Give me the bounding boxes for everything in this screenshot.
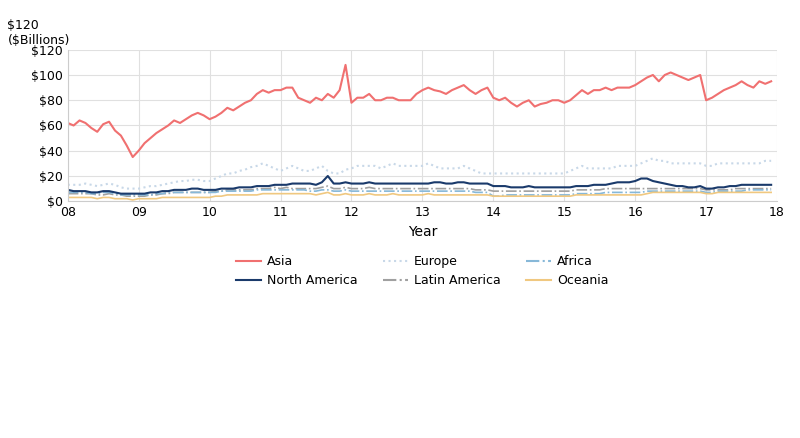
Legend: Asia, North America, Europe, Latin America, Africa, Oceania: Asia, North America, Europe, Latin Ameri… [231, 250, 614, 292]
Text: $120
($Billions): $120 ($Billions) [7, 19, 70, 47]
X-axis label: Year: Year [408, 225, 437, 239]
